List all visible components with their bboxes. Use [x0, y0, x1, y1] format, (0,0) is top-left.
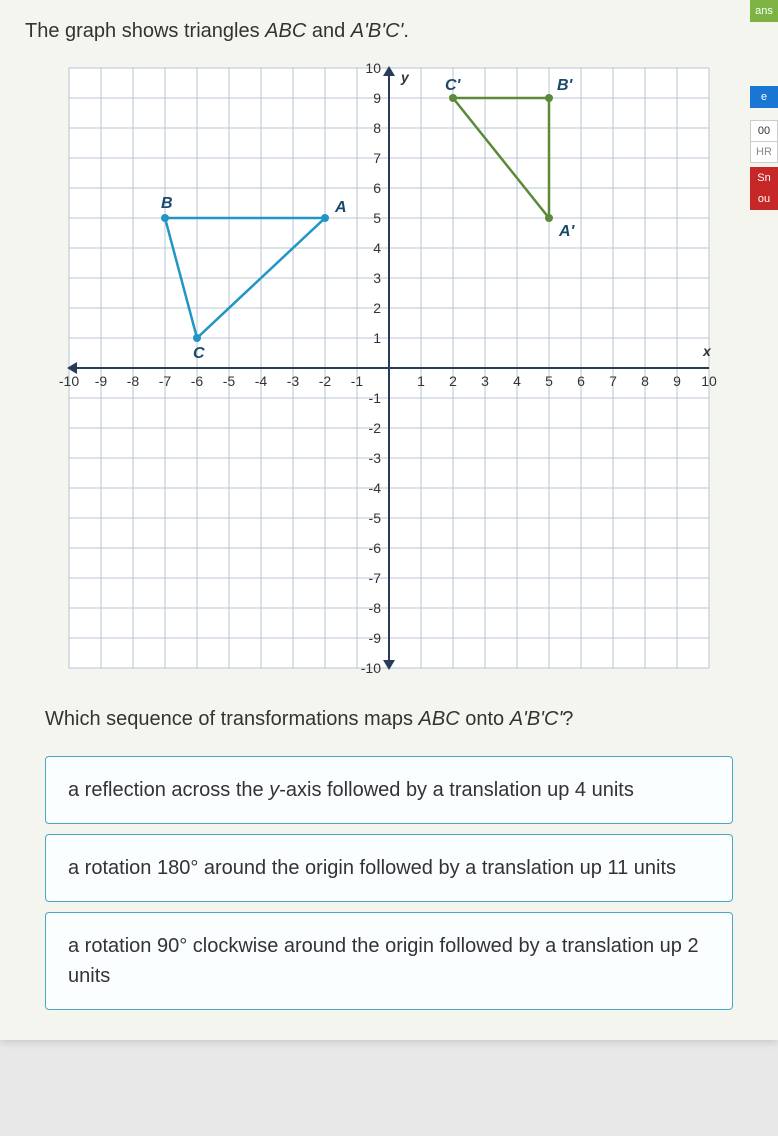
svg-text:9: 9: [373, 90, 381, 106]
prompt-mid: and: [306, 20, 350, 42]
svg-text:-9: -9: [369, 630, 382, 646]
svg-text:-6: -6: [369, 540, 382, 556]
sidebar-e[interactable]: e: [750, 86, 778, 108]
prompt-post: .: [403, 20, 409, 42]
prompt-pre: The graph shows triangles: [25, 20, 265, 42]
sidebar-sn[interactable]: Sn: [750, 167, 778, 188]
svg-text:2: 2: [449, 373, 457, 389]
svg-text:-4: -4: [255, 373, 268, 389]
svg-text:A: A: [334, 199, 347, 216]
svg-text:-1: -1: [351, 373, 364, 389]
a1-post: -axis followed by a translation up 4 uni…: [279, 779, 634, 801]
svg-text:A': A': [558, 223, 576, 240]
svg-text:-4: -4: [369, 480, 382, 496]
coordinate-grid: -10 -9 -8 -7 -6 -5 -4 -3 -2 -1 1 2 3 4 5 6 7 8 9 10 10 9 8 7 6 5 4…: [59, 58, 719, 678]
svg-text:-9: -9: [95, 373, 108, 389]
svg-text:10: 10: [365, 60, 381, 76]
answer-option-1[interactable]: a reflection across the y-axis followed …: [45, 756, 733, 824]
chart-container: -10 -9 -8 -7 -6 -5 -4 -3 -2 -1 1 2 3 4 5 6 7 8 9 10 10 9 8 7 6 5 4…: [15, 53, 763, 698]
svg-text:1: 1: [373, 330, 381, 346]
svg-text:3: 3: [373, 270, 381, 286]
svg-text:3: 3: [481, 373, 489, 389]
svg-text:-8: -8: [127, 373, 140, 389]
svg-text:-5: -5: [223, 373, 236, 389]
svg-text:8: 8: [373, 120, 381, 136]
worksheet-page: The graph shows triangles ABC and A'B'C'…: [0, 0, 778, 1040]
svg-text:-3: -3: [369, 450, 382, 466]
svg-text:8: 8: [641, 373, 649, 389]
svg-text:B': B': [557, 77, 574, 94]
q-post: ?: [562, 708, 573, 730]
svg-text:6: 6: [577, 373, 585, 389]
svg-text:4: 4: [373, 240, 381, 256]
svg-text:9: 9: [673, 373, 681, 389]
a3-text: a rotation 90° clockwise around the orig…: [68, 935, 699, 987]
sidebar-00: 00: [750, 120, 778, 141]
q-abc2: A'B'C': [510, 708, 563, 730]
svg-text:4: 4: [513, 373, 521, 389]
svg-text:-8: -8: [369, 600, 382, 616]
svg-text:-2: -2: [369, 420, 382, 436]
svg-text:-7: -7: [369, 570, 382, 586]
svg-text:2: 2: [373, 300, 381, 316]
a1-y: y: [269, 779, 279, 801]
svg-text:C': C': [445, 77, 462, 94]
svg-text:y: y: [400, 69, 410, 85]
svg-text:-1: -1: [369, 390, 382, 406]
svg-text:5: 5: [373, 210, 381, 226]
prompt-abc2: A'B'C': [351, 20, 404, 42]
svg-text:-5: -5: [369, 510, 382, 526]
svg-text:B: B: [161, 195, 173, 212]
sidebar-ou[interactable]: ou: [750, 188, 778, 210]
a1-pre: a reflection across the: [68, 779, 269, 801]
svg-text:1: 1: [417, 373, 425, 389]
svg-text:-10: -10: [59, 373, 79, 389]
sidebar-hr: HR: [750, 141, 778, 163]
q-mid: onto: [460, 708, 510, 730]
svg-text:-10: -10: [361, 660, 381, 676]
svg-text:x: x: [702, 343, 712, 359]
svg-text:C: C: [193, 345, 205, 362]
sidebar-ans[interactable]: ans: [750, 0, 778, 22]
a2-text: a rotation 180° around the origin follow…: [68, 857, 676, 879]
q-abc: ABC: [419, 708, 460, 730]
svg-text:-6: -6: [191, 373, 204, 389]
q-pre: Which sequence of transformations maps: [45, 708, 419, 730]
svg-text:10: 10: [701, 373, 717, 389]
svg-text:7: 7: [609, 373, 617, 389]
svg-text:6: 6: [373, 180, 381, 196]
svg-text:-3: -3: [287, 373, 300, 389]
sidebar-partial: ans e 00 HR Sn ou: [750, 0, 778, 300]
svg-text:5: 5: [545, 373, 553, 389]
svg-text:-7: -7: [159, 373, 172, 389]
svg-text:-2: -2: [319, 373, 332, 389]
question-text: Which sequence of transformations maps A…: [15, 698, 763, 746]
svg-text:7: 7: [373, 150, 381, 166]
answer-option-3[interactable]: a rotation 90° clockwise around the orig…: [45, 912, 733, 1010]
answer-option-2[interactable]: a rotation 180° around the origin follow…: [45, 834, 733, 902]
prompt-text: The graph shows triangles ABC and A'B'C'…: [15, 20, 763, 43]
prompt-abc: ABC: [265, 20, 306, 42]
